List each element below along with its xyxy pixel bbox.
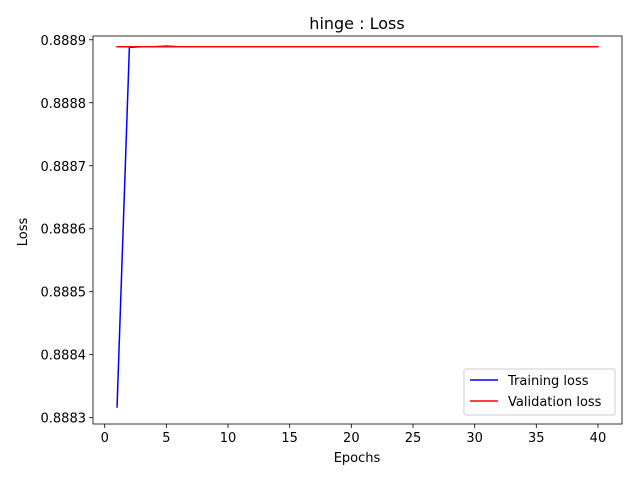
x-tick-label: 25 xyxy=(405,431,422,446)
x-axis-label: Epochs xyxy=(334,451,381,466)
x-tick-label: 10 xyxy=(220,431,237,446)
y-axis-label: Loss xyxy=(16,218,31,247)
y-tick-label: 0.8883 xyxy=(41,412,87,427)
legend-label-validation-loss: Validation loss xyxy=(508,395,602,410)
y-tick-label: 0.8886 xyxy=(41,223,87,238)
x-tick-label: 35 xyxy=(528,431,545,446)
x-tick-label: 0 xyxy=(101,431,109,446)
plot-area: 0 5 10 15 20 25 30 35 40 0.8883 0.8884 0.8885 0.8886… xyxy=(41,34,623,446)
x-tick-label: 15 xyxy=(281,431,298,446)
y-tick-label: 0.8885 xyxy=(41,286,87,301)
y-tick-label: 0.8887 xyxy=(41,160,87,175)
x-tick-label: 20 xyxy=(343,431,360,446)
y-tick-label: 0.8888 xyxy=(41,97,87,112)
x-tick-label: 30 xyxy=(466,431,483,446)
legend-label-training-loss: Training loss xyxy=(507,374,589,389)
x-tick-label: 5 xyxy=(162,431,170,446)
legend-box xyxy=(463,368,616,416)
y-tick-label: 0.8884 xyxy=(41,349,87,364)
x-tick-label: 40 xyxy=(590,431,607,446)
chart-title: hinge : Loss xyxy=(309,14,404,33)
legend: Training loss Validation loss xyxy=(463,368,616,416)
y-tick-label: 0.8889 xyxy=(41,34,87,49)
axes-frame xyxy=(92,35,623,425)
